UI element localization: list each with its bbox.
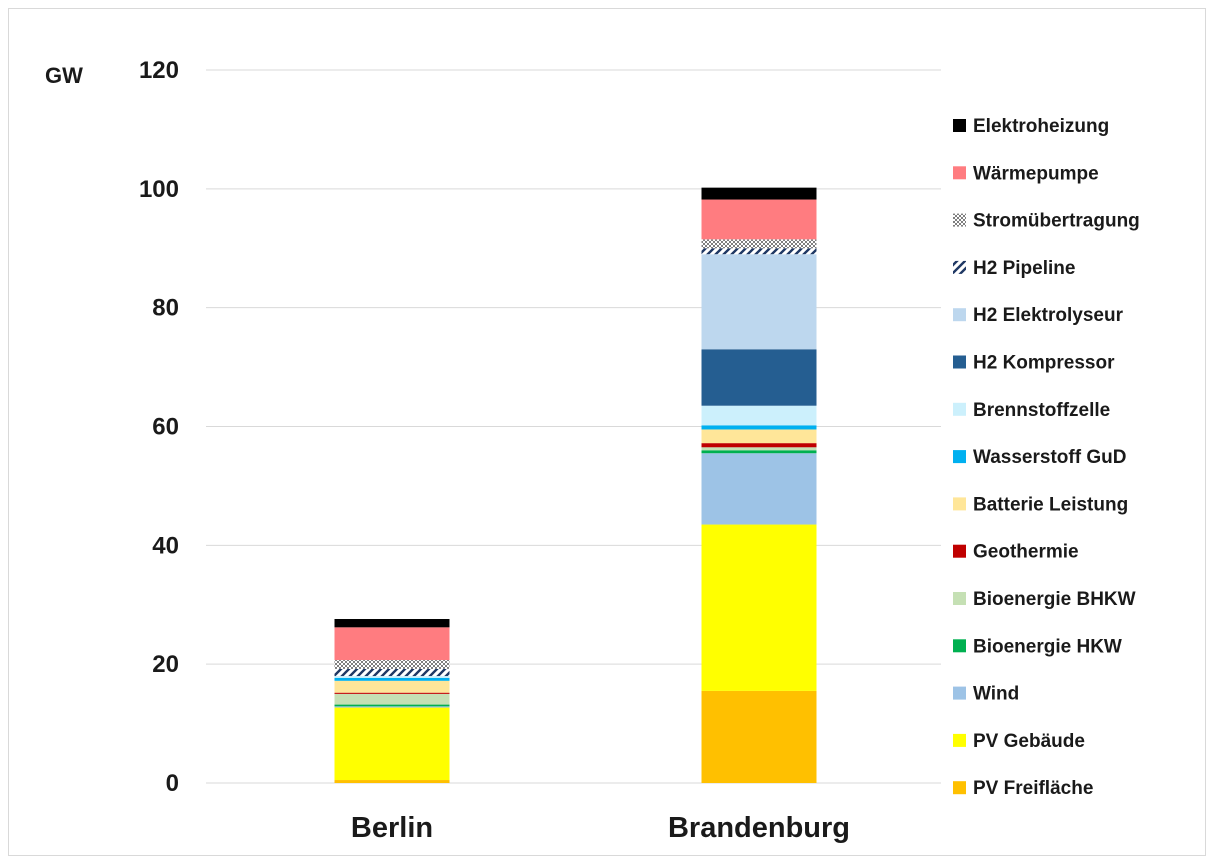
legend-label: H2 Elektrolyseur <box>973 305 1124 326</box>
x-axis-labels: Berlin Brandenburg <box>351 812 850 844</box>
bar-segment <box>334 692 450 694</box>
legend-swatch <box>953 686 966 700</box>
y-tick-label: 0 <box>166 770 179 797</box>
bar-segment <box>701 405 817 426</box>
bar-segment <box>334 680 450 693</box>
x-tick-label: Berlin <box>351 812 433 844</box>
legend-label: Bioenergie HKW <box>973 636 1122 657</box>
bar-segment <box>701 450 817 454</box>
legend-label: Geothermie <box>973 542 1079 563</box>
y-tick-label: 20 <box>152 651 179 678</box>
legend-label: Wasserstoff GuD <box>973 447 1126 468</box>
bar-segment <box>701 524 817 691</box>
y-tick-label: 80 <box>152 295 179 322</box>
legend-label: Wind <box>973 684 1019 705</box>
bar-segment <box>701 199 817 240</box>
legend-label: Wärmepumpe <box>973 163 1099 184</box>
y-tick-label: 120 <box>139 57 179 84</box>
stacked-bar-chart: 0 20 40 60 80 100 120 GW Berlin Brandenburg Ele… <box>45 57 1140 844</box>
legend-swatch <box>953 166 966 180</box>
bar-segment <box>334 706 450 708</box>
bar-segment <box>334 668 450 677</box>
legend-label: PV Freifläche <box>973 778 1093 799</box>
bar-segment <box>701 425 817 430</box>
legend-swatch <box>953 308 966 322</box>
bar-segment <box>701 447 817 451</box>
y-tick-label: 60 <box>152 414 179 441</box>
bar-segment <box>701 187 817 200</box>
legend-swatch <box>953 260 966 274</box>
legend-swatch <box>953 355 966 369</box>
bars <box>334 187 817 783</box>
bar-segment <box>334 780 450 783</box>
bar-segment <box>334 704 450 707</box>
bar-segment <box>334 707 450 781</box>
legend-swatch <box>953 450 966 464</box>
gridlines <box>206 69 941 784</box>
bar-segment <box>701 453 817 525</box>
bar-segment <box>334 676 450 678</box>
x-tick-label: Brandenburg <box>668 812 850 844</box>
legend-label: Brennstoffzelle <box>973 400 1110 421</box>
legend-swatch <box>953 733 966 747</box>
legend-swatch <box>953 497 966 511</box>
bar-segment <box>334 619 450 628</box>
legend-label: Elektroheizung <box>973 116 1109 137</box>
legend-label: Bioenergie BHKW <box>973 589 1136 610</box>
legend-label: PV Gebäude <box>973 731 1085 752</box>
legend-label: Stromübertragung <box>973 211 1140 232</box>
bar-segment <box>701 443 817 448</box>
y-tick-label: 40 <box>152 532 179 559</box>
bar-segment <box>334 660 450 669</box>
y-axis-unit-label: GW <box>45 63 83 88</box>
y-tick-label: 100 <box>139 176 179 203</box>
y-axis-ticks: 0 20 40 60 80 100 120 <box>139 57 179 797</box>
bar-segment <box>334 693 450 705</box>
bar-segment <box>334 627 450 661</box>
bar-segment <box>701 349 817 406</box>
legend-swatch <box>953 402 966 416</box>
bar-segment <box>701 429 817 444</box>
bar-segment <box>701 690 817 783</box>
legend-swatch <box>953 119 966 132</box>
legend-swatch <box>953 213 966 227</box>
legend-swatch <box>953 781 966 795</box>
legend-swatch <box>953 544 966 558</box>
legend-label: H2 Pipeline <box>973 258 1075 279</box>
legend-label: H2 Kompressor <box>973 353 1115 374</box>
legend-label: Batterie Leistung <box>973 494 1128 515</box>
legend-swatch <box>953 592 966 605</box>
legend-swatch <box>953 639 966 653</box>
bar-segment <box>334 677 450 681</box>
bar-segment <box>701 239 817 249</box>
legend: Elektroheizung Wärmepumpe Stromübertragung… <box>953 116 1140 799</box>
chart-frame: 0 20 40 60 80 100 120 GW Berlin Brandenburg Ele… <box>8 8 1206 856</box>
bar-segment <box>701 248 817 255</box>
bar-segment <box>701 254 817 350</box>
